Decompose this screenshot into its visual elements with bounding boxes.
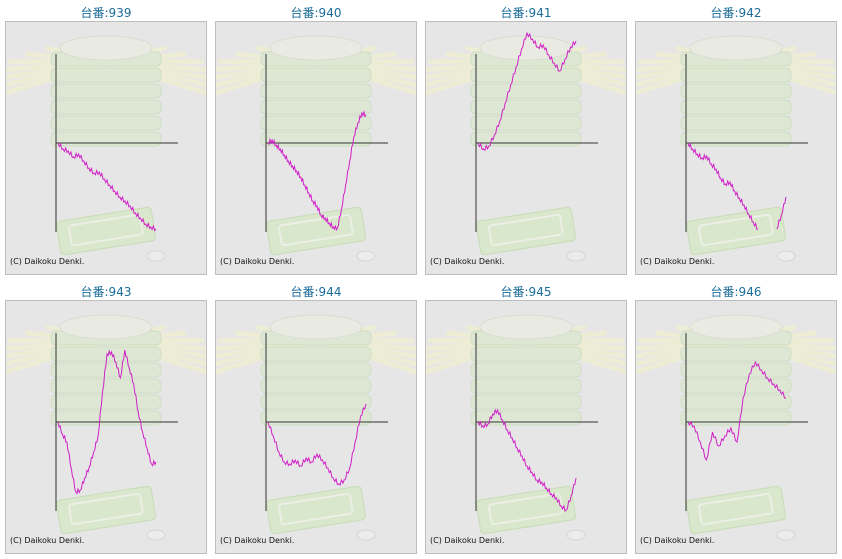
chart-svg <box>636 35 836 262</box>
background-decoration <box>636 314 836 541</box>
chart-panel: (C) Daikoku Denki. <box>635 300 837 554</box>
chart-panel: (C) Daikoku Denki. <box>5 21 207 275</box>
chart-panel: (C) Daikoku Denki. <box>215 300 417 554</box>
series-line-1 <box>57 349 157 495</box>
chart-panel: (C) Daikoku Denki. <box>425 21 627 275</box>
chart-cell-6: 台番:944 (C) Daikoku Denki. <box>211 280 421 559</box>
background-decoration <box>6 35 206 262</box>
chart-cell-2: 台番:940 (C) Daikoku Denki. <box>211 1 421 280</box>
copyright-text: (C) Daikoku Denki. <box>220 257 295 266</box>
chart-svg <box>6 35 206 262</box>
series-line-2 <box>776 196 787 230</box>
copyright-text: (C) Daikoku Denki. <box>430 536 505 545</box>
chart-svg <box>426 314 626 541</box>
chart-title: 台番:939 <box>80 6 132 20</box>
chart-svg <box>426 31 626 262</box>
chart-title: 台番:941 <box>500 6 552 20</box>
series-line-1 <box>687 142 759 230</box>
series-line-1 <box>267 403 367 486</box>
background-decoration <box>6 314 206 541</box>
chart-title: 台番:940 <box>290 6 342 20</box>
chart-cell-5: 台番:943 (C) Daikoku Denki. <box>1 280 211 559</box>
chart-panel: (C) Daikoku Denki. <box>635 21 837 275</box>
chart-svg <box>216 314 416 541</box>
chart-svg <box>636 314 836 541</box>
series-line-1 <box>267 110 367 232</box>
background-decoration <box>216 314 416 541</box>
copyright-text: (C) Daikoku Denki. <box>640 536 715 545</box>
chart-cell-7: 台番:945 (C) Daikoku Denki. <box>421 280 631 559</box>
background-decoration <box>426 35 626 262</box>
chart-cell-3: 台番:941 (C) Daikoku Denki. <box>421 1 631 280</box>
series-line-1 <box>477 408 577 512</box>
chart-svg <box>216 35 416 262</box>
chart-panel: (C) Daikoku Denki. <box>425 300 627 554</box>
copyright-text: (C) Daikoku Denki. <box>430 257 505 266</box>
chart-title: 台番:942 <box>710 6 762 20</box>
copyright-text: (C) Daikoku Denki. <box>220 536 295 545</box>
chart-title: 台番:945 <box>500 285 552 299</box>
chart-title: 台番:944 <box>290 285 342 299</box>
copyright-text: (C) Daikoku Denki. <box>10 536 85 545</box>
chart-cell-1: 台番:939 (C) Daikoku Denki. <box>1 1 211 280</box>
chart-cell-8: 台番:946 (C) Daikoku Denki. <box>631 280 841 559</box>
chart-cell-4: 台番:942 (C) Daikoku Denki. <box>631 1 841 280</box>
series-line-1 <box>687 360 786 462</box>
chart-panel: (C) Daikoku Denki. <box>215 21 417 275</box>
series-line-1 <box>477 31 577 152</box>
copyright-text: (C) Daikoku Denki. <box>10 257 85 266</box>
chart-panel: (C) Daikoku Denki. <box>5 300 207 554</box>
background-decoration <box>426 314 626 541</box>
background-decoration <box>636 35 836 262</box>
series-line-1 <box>57 142 157 232</box>
chart-svg <box>6 314 206 541</box>
chart-title: 台番:946 <box>710 285 762 299</box>
chart-title: 台番:943 <box>80 285 132 299</box>
copyright-text: (C) Daikoku Denki. <box>640 257 715 266</box>
background-decoration <box>216 35 416 262</box>
